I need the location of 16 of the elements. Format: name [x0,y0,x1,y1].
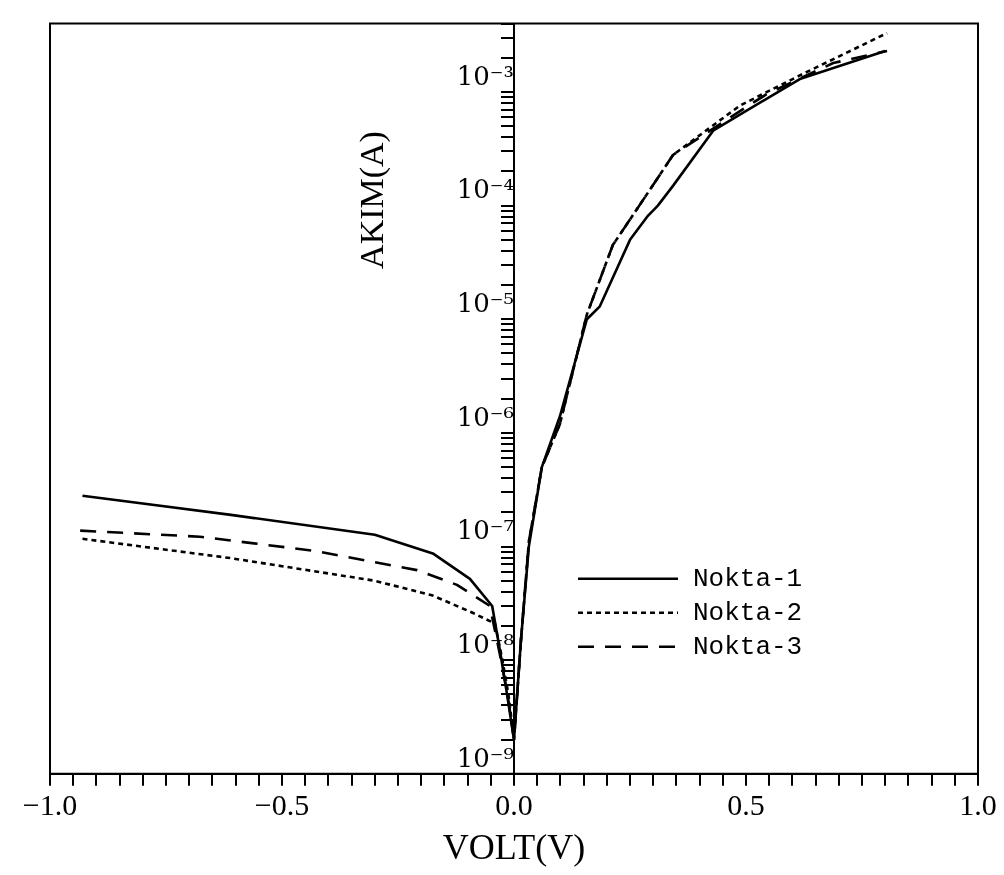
y-tick-label: 10⁻⁷ [456,515,514,546]
x-tick-label: −0.5 [254,787,310,821]
legend-label: Nokta-3 [693,631,803,662]
x-axis-title: VOLT(V) [442,826,586,867]
y-axis-title: AKIM(A) [352,131,391,269]
x-tick-label: −1.0 [22,787,78,821]
y-tick-label: 10⁻³ [456,60,514,91]
legend-label: Nokta-1 [693,563,803,594]
y-tick-label: 10⁻⁵ [456,288,514,319]
legend-label: Nokta-2 [693,597,803,628]
y-tick-label: 10⁻⁹ [456,742,514,773]
y-tick-label: 10⁻⁴ [456,174,514,205]
x-tick-label: 0.5 [727,787,765,821]
x-tick-label: 1.0 [959,787,997,821]
x-tick-label: 0.0 [495,787,533,821]
y-tick-label: 10⁻⁶ [456,401,514,432]
